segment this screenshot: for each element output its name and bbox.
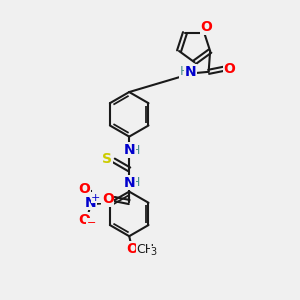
Text: N: N [185,65,196,79]
Text: CH: CH [136,243,154,256]
Text: O: O [102,192,114,206]
Text: O: O [224,62,236,76]
Text: H: H [131,176,140,189]
Text: H: H [179,65,189,78]
Text: O: O [201,20,212,34]
Text: O: O [78,182,90,196]
Text: N: N [123,176,135,190]
Text: N: N [85,196,96,210]
Text: +: + [91,193,101,203]
Text: O: O [126,242,138,256]
Text: −: − [86,218,96,228]
Text: N: N [123,143,135,157]
Text: H: H [131,143,140,157]
Text: O: O [78,213,90,227]
Text: 3: 3 [151,247,157,256]
Text: S: S [102,152,112,166]
